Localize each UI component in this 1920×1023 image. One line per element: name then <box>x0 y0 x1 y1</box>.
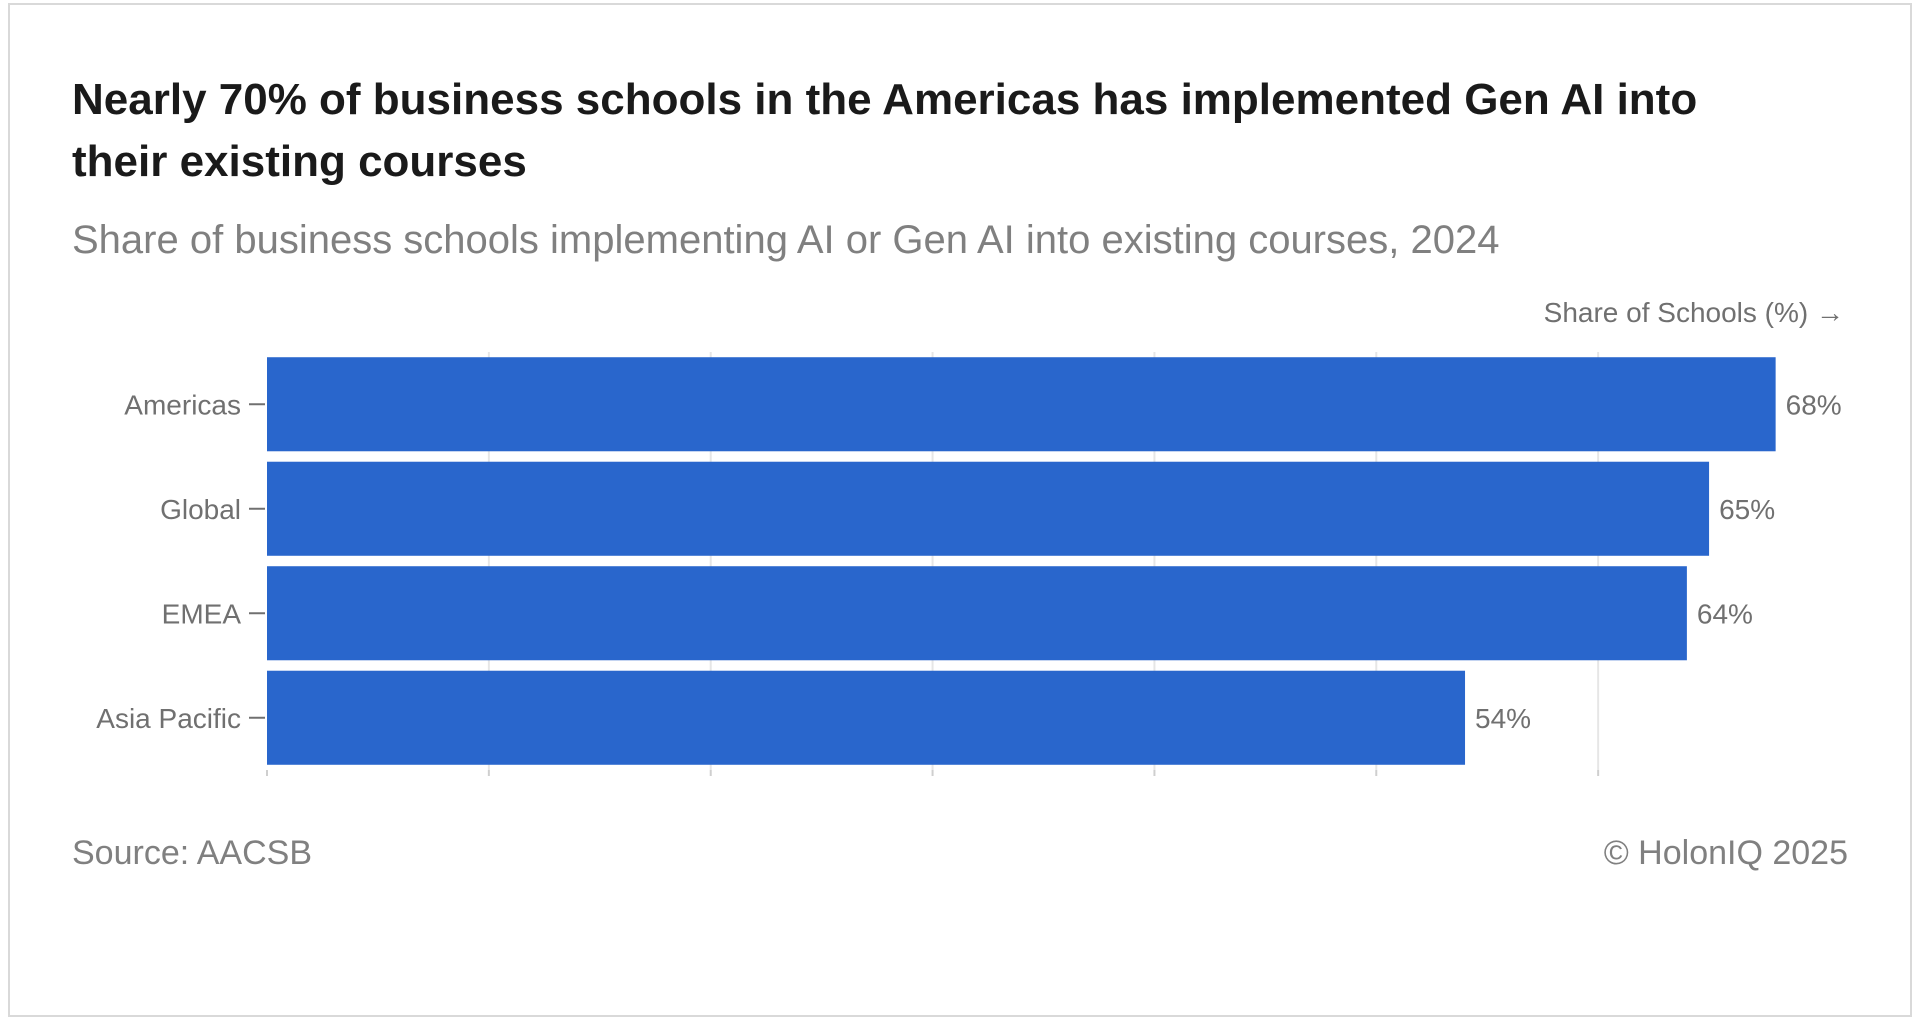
copyright-note: © HolonIQ 2025 <box>1603 834 1848 872</box>
data-label: 68% <box>1786 389 1842 420</box>
y-tick-label: Asia Pacific <box>96 703 241 734</box>
bar-americas <box>267 357 1776 452</box>
data-label: 64% <box>1697 598 1753 629</box>
y-tick-label: Americas <box>124 389 241 420</box>
source-note: Source: AACSB <box>72 834 313 872</box>
data-label: 65% <box>1719 494 1775 525</box>
y-tick-label: Global <box>160 494 241 525</box>
chart-subtitle: Share of business schools implementing A… <box>72 218 1500 262</box>
bar-emea <box>267 566 1687 661</box>
y-tick-label: EMEA <box>162 598 242 629</box>
data-label: 54% <box>1475 703 1531 734</box>
chart-title: Nearly 70% of business schools in the Am… <box>72 75 1698 186</box>
bar-asia-pacific <box>267 670 1466 765</box>
x-axis-title: Share of Schools (%) → <box>1544 297 1844 328</box>
bar-global <box>267 461 1710 556</box>
